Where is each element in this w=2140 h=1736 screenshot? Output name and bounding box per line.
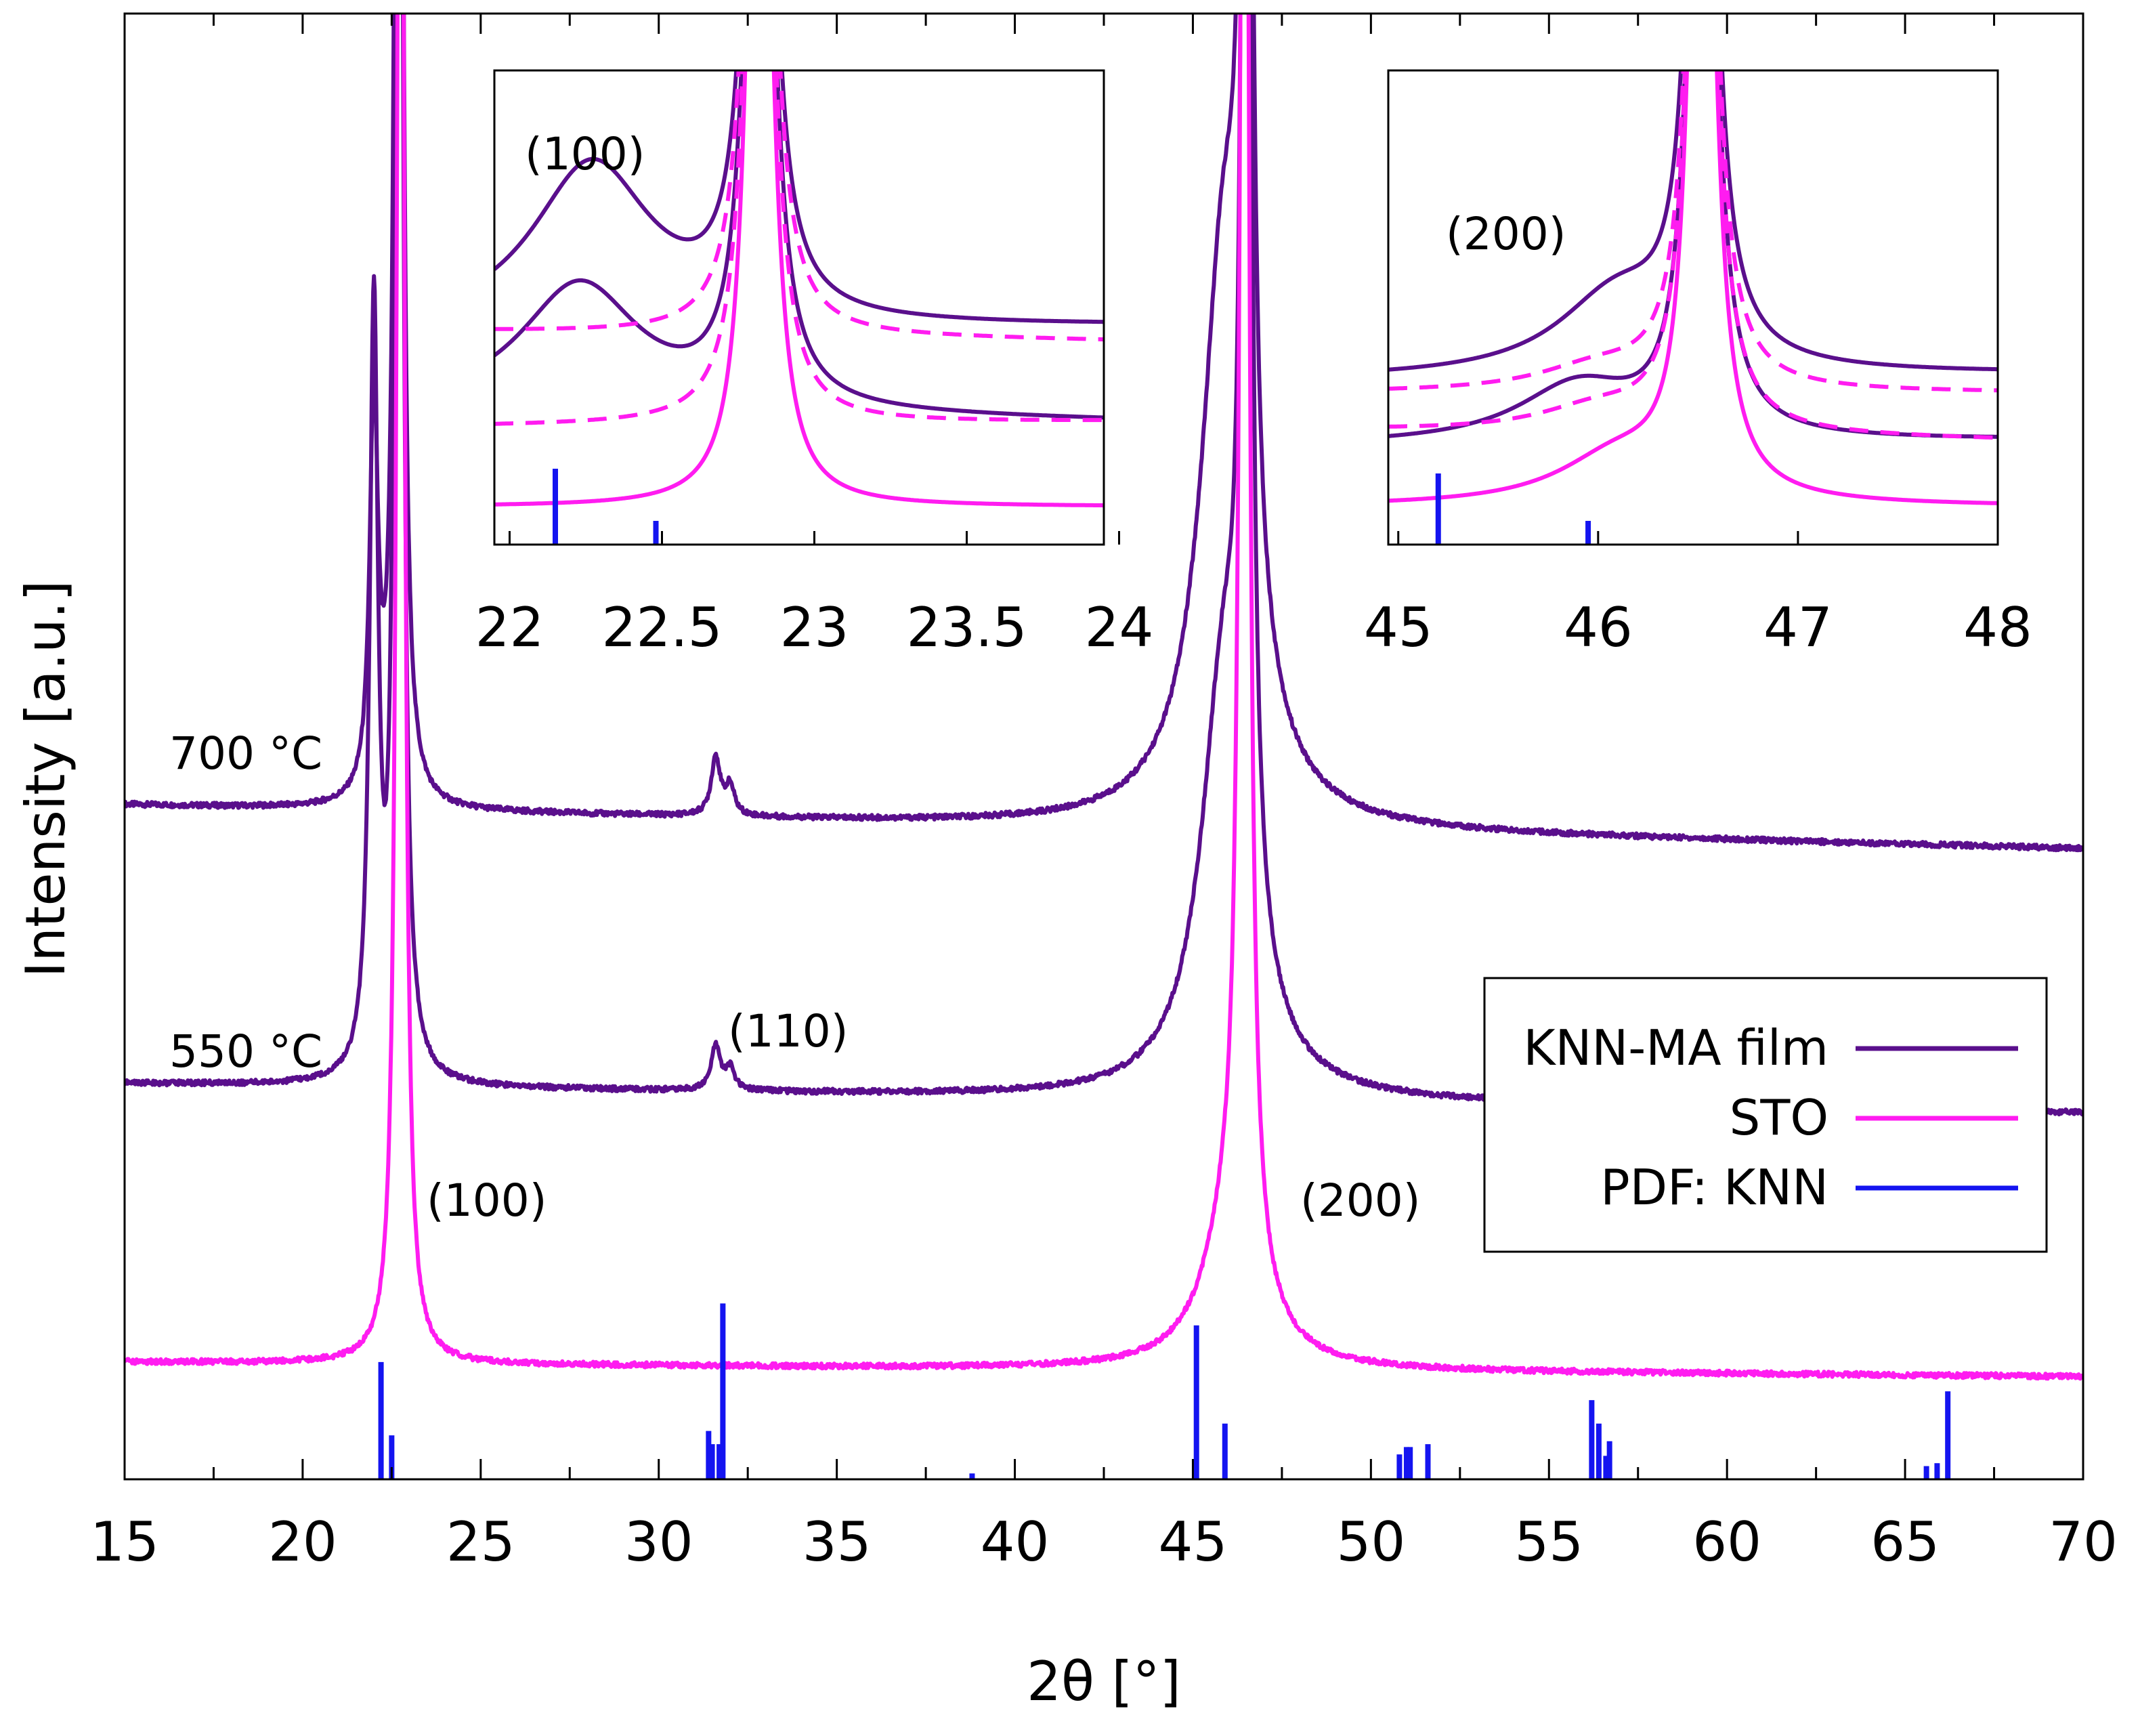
- x-tick-label: 40: [981, 1510, 1050, 1573]
- annotation-110: (110): [728, 1005, 848, 1057]
- inset-tick-label: 22.5: [601, 596, 722, 659]
- inset-200-frame: [1387, 69, 1999, 546]
- x-tick-label: 20: [268, 1510, 337, 1573]
- inset-trace: [1388, 70, 1998, 372]
- annotation-700c: 700 °C: [169, 727, 322, 780]
- legend-label-film: KNN-MA film: [1523, 1019, 1828, 1076]
- inset-tick-label: 46: [1564, 596, 1633, 659]
- inset-tick-label: 23: [780, 596, 849, 659]
- inset-trace: [494, 70, 1104, 420]
- main-x-ticks: [123, 14, 2084, 1479]
- legend-label-pdf: PDF: KNN: [1600, 1159, 1828, 1216]
- inset-200-tick-labels: 45 46 47 48: [1364, 596, 2032, 659]
- inset-tick-label: 24: [1085, 596, 1154, 659]
- inset-200-background: [1388, 70, 1998, 545]
- annotation-550c: 550 °C: [169, 1025, 322, 1078]
- inset-100-label: (100): [525, 128, 645, 180]
- inset-trace: [1388, 70, 1998, 440]
- x-tick-label: 45: [1159, 1510, 1228, 1573]
- inset-100-tick-labels: 22 22.5 23 23.5 24: [475, 596, 1154, 659]
- inset-trace: [494, 70, 1104, 426]
- inset-tick-label: 45: [1364, 596, 1433, 659]
- legend-label-sto: STO: [1730, 1089, 1828, 1146]
- inset-tick-label: 23.5: [906, 596, 1027, 659]
- x-tick-label: 35: [802, 1510, 872, 1573]
- inset-200-label: (200): [1446, 208, 1566, 260]
- x-tick-label: 55: [1514, 1510, 1583, 1573]
- series-line-sto: [125, 14, 2083, 1381]
- inset-tick-label: 47: [1763, 596, 1833, 659]
- inset-trace: [1388, 70, 1998, 505]
- inset-tick-label: 48: [1963, 596, 2032, 659]
- inset-200-ticks: [1397, 531, 1999, 545]
- inset-tick-label: 22: [475, 596, 544, 659]
- series-line-700c: [125, 14, 2083, 853]
- x-tick-label: 60: [1692, 1510, 1761, 1573]
- x-axis-title: 2θ [°]: [1027, 1650, 1181, 1713]
- inset-100-pdf-sticks: [553, 469, 659, 545]
- main-x-tick-labels: 15 20 25 30 35 40 45 50 55 60 65 70: [90, 1510, 2118, 1573]
- x-tick-label: 15: [90, 1510, 159, 1573]
- x-tick-label: 65: [1870, 1510, 1940, 1573]
- inset-100-plot-area: [494, 70, 1104, 508]
- legend-box: [1483, 977, 2048, 1253]
- x-tick-label: 70: [2049, 1510, 2118, 1573]
- x-tick-label: 30: [624, 1510, 693, 1573]
- inset-trace: [494, 70, 1104, 342]
- inset-trace: [1388, 70, 1998, 393]
- annotation-200: (200): [1300, 1174, 1420, 1227]
- inset-100-frame: [493, 69, 1105, 546]
- legend: KNN-MA film STO PDF: KNN: [1483, 977, 2048, 1253]
- x-tick-label: 50: [1336, 1510, 1405, 1573]
- inset-trace: [494, 70, 1104, 508]
- inset-200-plot-area: [1388, 70, 1998, 505]
- inset-200-pdf-sticks: [1435, 473, 1591, 545]
- annotation-100: (100): [427, 1174, 547, 1227]
- x-tick-label: 25: [446, 1510, 515, 1573]
- pdf-knn-sticks: [378, 1303, 1951, 1479]
- y-axis-title: Intensity [a.u.]: [14, 580, 77, 978]
- inset-100-ticks: [509, 531, 1120, 545]
- inset-trace: [494, 70, 1104, 324]
